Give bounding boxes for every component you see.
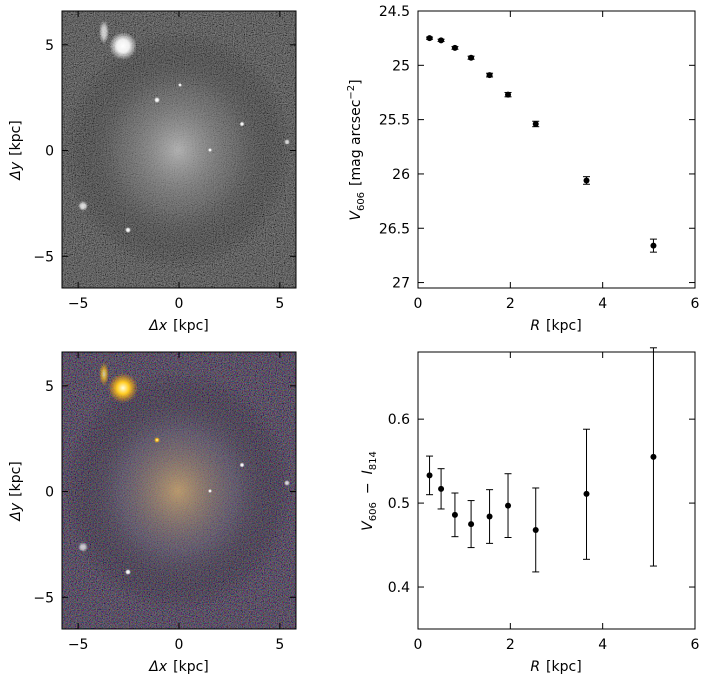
data-point — [426, 35, 433, 42]
y-tick-label: 26.5 — [379, 221, 410, 237]
tr-ylabel: V606[mag arcsec−2] — [346, 79, 367, 220]
data-point — [486, 513, 493, 520]
y-tick-label: 5 — [45, 38, 54, 54]
x-tick-label: 6 — [691, 637, 700, 653]
data-point — [583, 177, 590, 184]
tr-xlabel: R [kpc] — [530, 318, 581, 334]
y-tick-label: −5 — [33, 249, 54, 265]
grayscale-galaxy-image — [62, 11, 296, 288]
axis-labels: Δx [kpc] Δy[kpc] Δx [kpc] Δy[kpc] R [kpc] V… — [8, 79, 582, 675]
color-frame-axes — [417, 351, 696, 630]
data-point — [486, 72, 493, 79]
color-profile-panel — [417, 351, 696, 630]
x-tick-label: 5 — [275, 637, 284, 653]
data-point — [505, 502, 512, 509]
y-tick-label: 0 — [45, 144, 54, 160]
data-point — [583, 490, 590, 497]
tl-xlabel: Δx [kpc] — [148, 318, 209, 334]
color-image-panel — [61, 351, 297, 630]
bl-xlabel: Δx [kpc] — [148, 659, 209, 675]
br-ylabel: V606−I814 — [360, 451, 379, 531]
data-point — [438, 485, 445, 492]
x-tick-label: −5 — [68, 296, 89, 312]
data-point — [468, 521, 475, 528]
sb-frame — [417, 10, 696, 289]
x-tick-label: 4 — [598, 637, 607, 653]
x-tick-label: −5 — [68, 637, 89, 653]
x-tick-label: 4 — [598, 296, 607, 312]
x-tick-label: 0 — [414, 296, 423, 312]
data-point — [438, 37, 445, 44]
y-tick-label: 25 — [392, 58, 410, 74]
tl-ylabel: Δy[kpc] — [8, 120, 24, 181]
data-point — [650, 453, 657, 460]
data-point — [532, 120, 539, 127]
y-tick-label: 0 — [45, 485, 54, 501]
bl-ylabel: Δy[kpc] — [8, 461, 24, 522]
data-point — [451, 511, 458, 518]
x-tick-label: 0 — [175, 637, 184, 653]
y-tick-label: 26 — [392, 167, 410, 183]
y-tick-label: 0.6 — [388, 412, 410, 428]
x-tick-label: 0 — [414, 637, 423, 653]
data-point — [505, 91, 512, 98]
y-tick-label: 24.5 — [379, 4, 410, 20]
data-point — [451, 44, 458, 51]
surface-brightness-profile-panel — [417, 10, 696, 289]
x-tick-label: 6 — [691, 296, 700, 312]
x-tick-label: 0 — [175, 296, 184, 312]
data-point — [532, 526, 539, 533]
y-tick-label: 25.5 — [379, 113, 410, 129]
x-tick-label: 5 — [275, 296, 284, 312]
y-tick-label: 5 — [45, 379, 54, 395]
y-tick-label: 0.4 — [388, 580, 410, 596]
data-point — [426, 472, 433, 479]
y-tick-label: 0.5 — [388, 496, 410, 512]
y-tick-label: 27 — [392, 276, 410, 292]
y-tick-label: −5 — [33, 590, 54, 606]
data-point — [650, 242, 657, 249]
x-tick-label: 2 — [506, 637, 515, 653]
x-tick-label: 2 — [506, 296, 515, 312]
br-xlabel: R [kpc] — [530, 659, 581, 675]
color-galaxy-image — [62, 352, 296, 629]
grayscale-image-panel — [61, 10, 297, 289]
data-point — [468, 54, 475, 61]
